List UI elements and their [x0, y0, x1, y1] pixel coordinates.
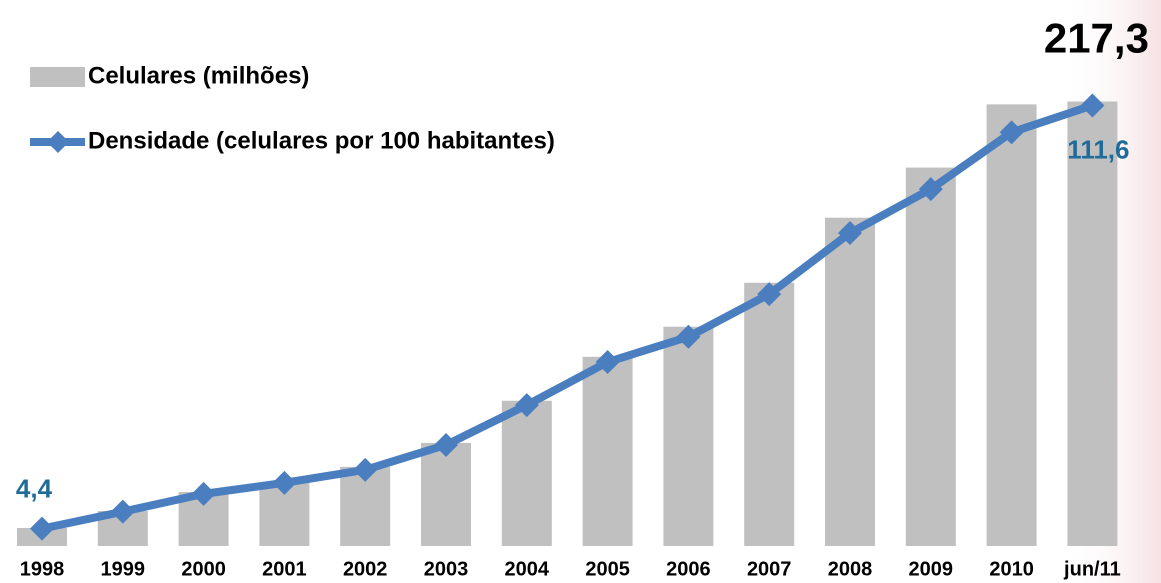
x-tick-label: jun/11 [1063, 558, 1121, 580]
line-marker [191, 481, 216, 506]
line-marker [999, 120, 1024, 145]
bar [744, 282, 795, 546]
x-tick-label: 1999 [101, 558, 146, 580]
line-marker [757, 282, 782, 307]
x-tick-label: 2007 [747, 558, 792, 580]
line-marker [434, 432, 458, 457]
bar [986, 104, 1037, 547]
line-marker [30, 516, 54, 541]
bar-value-label: 217,3 [1044, 15, 1149, 62]
x-tick-label: 2002 [343, 558, 388, 580]
bar [501, 400, 552, 546]
bar [421, 442, 471, 546]
line-marker [110, 499, 135, 524]
x-tick-label: 2004 [505, 558, 550, 580]
x-tick-label: 1998 [20, 558, 65, 580]
x-tick-label: 2010 [989, 558, 1034, 580]
x-tick-label: 2009 [909, 558, 954, 580]
line-value-label: 111,6 [1067, 134, 1129, 164]
line-marker [514, 393, 539, 418]
bar [905, 167, 956, 546]
x-tick-label: 2006 [666, 558, 711, 580]
line-value-label: 4,4 [16, 474, 53, 504]
line-marker [353, 457, 378, 482]
x-tick-label: 2005 [585, 558, 630, 580]
bar [582, 356, 633, 546]
legend-label: Celulares (milhões) [88, 62, 309, 89]
legend-label: Densidade (celulares por 100 habitantes) [88, 127, 555, 154]
line-marker [838, 220, 862, 245]
line-marker [676, 324, 701, 349]
legend-swatch [30, 67, 85, 87]
bar [1067, 101, 1118, 546]
line-marker [595, 350, 620, 375]
line [41, 101, 1094, 533]
x-tick-label: 2000 [181, 558, 226, 580]
bar [825, 217, 875, 547]
legend-marker [47, 131, 69, 153]
bar [663, 326, 714, 546]
x-tick-label: 2003 [424, 558, 469, 580]
x-tick-label: 2001 [262, 558, 307, 580]
line-marker [1080, 93, 1105, 118]
x-tick-label: 2008 [828, 558, 873, 580]
line-marker [272, 470, 297, 495]
line-marker [918, 177, 943, 202]
